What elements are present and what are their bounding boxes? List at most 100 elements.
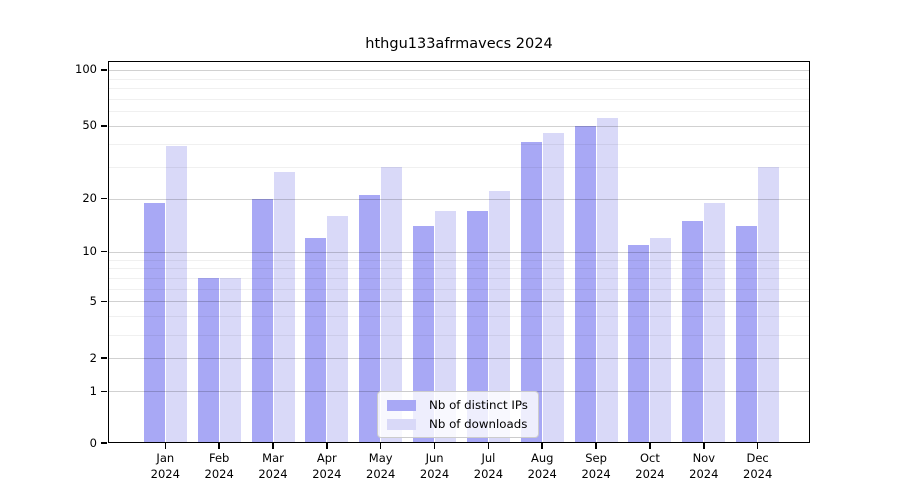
- bar-distinct-ips: [305, 238, 327, 443]
- y-tick-mark: [101, 357, 107, 359]
- minor-gridline: [108, 268, 810, 270]
- x-tick-label-jul: Jul 2024: [473, 451, 504, 481]
- minor-gridline: [108, 111, 810, 113]
- bar-downloads: [542, 132, 564, 443]
- bar-downloads: [704, 202, 726, 443]
- major-gridline: [108, 301, 810, 303]
- x-tick-label-apr: Apr 2024: [312, 451, 342, 481]
- y-tick-label: 0: [89, 435, 97, 450]
- bar-downloads: [596, 118, 618, 443]
- x-tick-mark: [272, 443, 274, 449]
- bar-distinct-ips: [520, 141, 542, 443]
- bar-distinct-ips: [197, 277, 219, 443]
- bar-group-jan: [143, 145, 187, 443]
- y-tick-mark: [101, 69, 107, 71]
- minor-gridline: [108, 316, 810, 318]
- bar-distinct-ips: [143, 202, 165, 443]
- y-tick-label: 20: [82, 191, 97, 206]
- y-tick-label: 5: [89, 293, 97, 308]
- major-gridline: [108, 251, 810, 253]
- bar-group-jul: [466, 191, 510, 443]
- x-tick-label-sep: Sep 2024: [581, 451, 611, 481]
- x-tick-mark: [433, 443, 436, 449]
- bar-downloads: [435, 211, 457, 443]
- x-tick-label-jan: Jan 2024: [150, 451, 180, 481]
- x-tick-mark: [756, 443, 759, 449]
- bar-group-mar: [251, 172, 295, 443]
- minor-gridline: [108, 98, 810, 100]
- bar-group-may: [359, 166, 403, 443]
- legend-item-downloads: Nb of downloads: [387, 417, 528, 431]
- bar-group-apr: [305, 216, 349, 443]
- bar-distinct-ips: [574, 125, 596, 443]
- y-tick-label: 2: [89, 350, 97, 365]
- bar-group-sep: [574, 118, 618, 443]
- bar-distinct-ips: [736, 226, 758, 443]
- bar-distinct-ips: [413, 226, 435, 443]
- x-tick-label-aug: Aug 2024: [527, 451, 557, 481]
- minor-gridline: [108, 288, 810, 290]
- x-tick-label-feb: Feb 2024: [204, 451, 234, 481]
- x-tick-label-oct: Oct 2024: [635, 451, 665, 481]
- x-tick-label-jun: Jun 2024: [419, 451, 450, 481]
- y-tick-mark: [101, 442, 107, 444]
- minor-gridline: [108, 88, 810, 90]
- bar-downloads: [758, 166, 780, 443]
- major-gridline: [108, 69, 810, 71]
- major-gridline: [108, 198, 810, 200]
- bar-downloads: [650, 238, 672, 443]
- x-tick-mark: [218, 443, 220, 449]
- bar-distinct-ips: [251, 198, 273, 443]
- y-tick-mark: [101, 300, 107, 303]
- x-tick-label-nov: Nov 2024: [689, 451, 719, 481]
- minor-gridline: [108, 166, 810, 168]
- legend-item-distinct-ips: Nb of distinct IPs: [387, 398, 528, 412]
- minor-gridline: [108, 143, 810, 145]
- bar-distinct-ips: [359, 194, 381, 443]
- legend-label-distinct-ips: Nb of distinct IPs: [429, 398, 528, 412]
- x-tick-label-may: May 2024: [366, 451, 396, 481]
- bar-group-jun: [413, 211, 457, 443]
- x-tick-label-mar: Mar 2024: [258, 451, 288, 481]
- chart-title: hthgu133afrmavecs 2024: [365, 36, 553, 52]
- bar-downloads: [273, 172, 295, 443]
- bar-group-dec: [736, 166, 780, 443]
- x-tick-mark: [595, 443, 597, 449]
- bar-downloads: [381, 166, 403, 443]
- major-gridline: [108, 125, 810, 127]
- bar-downloads: [219, 277, 241, 443]
- x-tick-mark: [326, 443, 328, 449]
- minor-gridline: [108, 334, 810, 336]
- y-tick-label: 50: [82, 118, 97, 133]
- y-tick-mark: [101, 250, 107, 253]
- y-tick-label: 10: [82, 244, 97, 259]
- x-tick-mark: [649, 443, 651, 449]
- minor-gridline: [108, 277, 810, 279]
- legend-swatch-distinct-ips: [387, 399, 416, 411]
- y-tick-label: 100: [75, 62, 97, 77]
- x-tick-mark: [379, 443, 382, 449]
- y-tick-mark: [101, 390, 107, 393]
- bar-downloads: [327, 216, 349, 443]
- bar-group-feb: [197, 277, 241, 443]
- x-tick-label-dec: Dec 2024: [743, 451, 773, 481]
- legend-swatch-downloads: [387, 418, 416, 430]
- bar-downloads: [165, 145, 187, 443]
- minor-gridline: [108, 78, 810, 80]
- bar-group-oct: [628, 238, 672, 443]
- bar-distinct-ips: [682, 220, 704, 443]
- x-tick-mark: [164, 443, 167, 449]
- bar-distinct-ips: [466, 211, 488, 443]
- bar-group-nov: [682, 202, 726, 443]
- x-tick-mark: [487, 443, 490, 449]
- x-tick-mark: [541, 443, 544, 449]
- bar-distinct-ips: [628, 244, 650, 443]
- minor-gridline: [108, 259, 810, 261]
- x-tick-mark: [703, 443, 705, 449]
- y-tick-label: 1: [89, 383, 97, 398]
- major-gridline: [108, 358, 810, 360]
- bar-group-aug: [520, 132, 564, 443]
- legend: Nb of distinct IPs Nb of downloads: [377, 391, 539, 438]
- legend-label-downloads: Nb of downloads: [429, 417, 528, 431]
